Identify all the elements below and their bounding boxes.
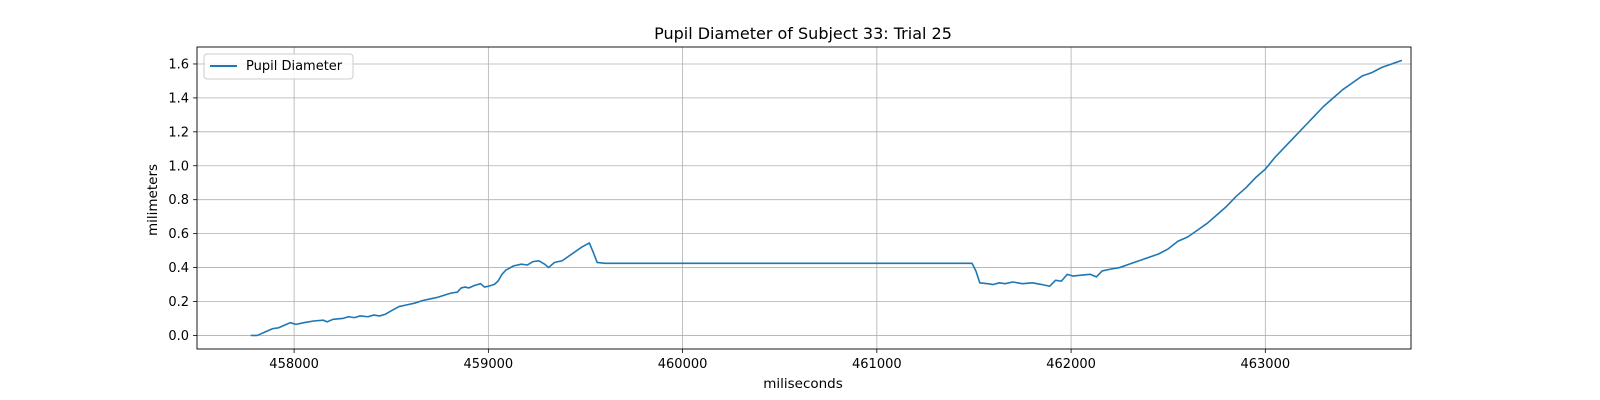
y-tick-label: 1.4 — [168, 91, 189, 106]
y-tick-label: 1.2 — [168, 125, 189, 140]
x-tick-label: 462000 — [1046, 357, 1096, 372]
y-axis-label: milimeters — [145, 164, 161, 236]
y-tick-label: 1.0 — [168, 159, 189, 174]
y-tick-label: 0.2 — [168, 295, 189, 310]
y-tick-label: 0.8 — [168, 193, 189, 208]
plot-lines — [250, 59, 1403, 337]
tick-marks-and-labels: 458000 459000 460000 461000 462000 463000 0.0 0… — [168, 57, 1290, 372]
legend-box — [203, 53, 354, 80]
legend-label: Pupil Diameter — [246, 59, 343, 74]
x-tick-label: 458000 — [269, 357, 319, 372]
chart-title: Pupil Diameter of Subject 33: Trial 25 — [654, 24, 952, 43]
y-tick-label: 0.4 — [168, 261, 189, 276]
y-tick-label: 0.0 — [168, 329, 189, 344]
y-tick-label: 1.6 — [168, 57, 189, 72]
plot-frame — [196, 46, 1412, 350]
x-tick-label: 461000 — [852, 357, 902, 372]
x-tick-label: 459000 — [464, 357, 514, 372]
series-line-pupil-diameter — [250, 59, 1403, 337]
x-axis-label: miliseconds — [763, 376, 843, 392]
grid-lines — [197, 47, 1411, 349]
axes — [196, 46, 1412, 350]
legend: Pupil Diameter — [203, 53, 354, 80]
x-tick-label: 463000 — [1240, 357, 1290, 372]
y-tick-label: 0.6 — [168, 227, 189, 242]
x-tick-label: 460000 — [658, 357, 708, 372]
